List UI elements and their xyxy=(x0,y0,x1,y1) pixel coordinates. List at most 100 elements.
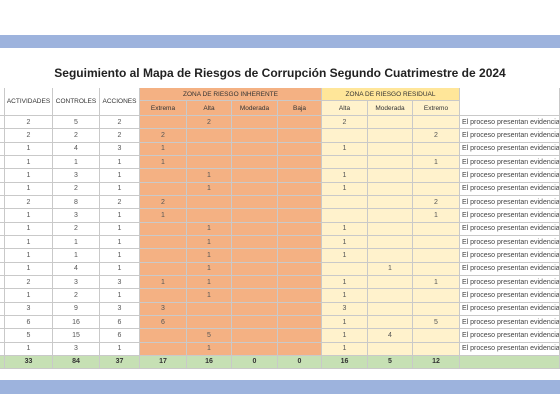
table-cell: 4 xyxy=(53,262,100,276)
table-cell xyxy=(278,275,322,290)
table-cell xyxy=(187,195,232,210)
row-lead xyxy=(0,315,5,330)
table-cell xyxy=(413,142,460,156)
table-cell: 1 xyxy=(187,182,232,196)
table-cell: 1 xyxy=(5,209,53,223)
row-lead xyxy=(0,169,5,183)
table-cell xyxy=(187,155,232,170)
table-cell: 1 xyxy=(5,289,53,303)
header-inherent-level: Moderada xyxy=(232,101,278,116)
header-actions: ACCIONES xyxy=(100,88,140,116)
total-cell: 5 xyxy=(368,355,413,369)
table-cell: 2 xyxy=(53,222,100,236)
row-lead xyxy=(0,116,5,130)
table-cell: 1 xyxy=(322,249,368,263)
table-cell: 1 xyxy=(100,249,140,263)
row-note: El proceso presentan evidencia xyxy=(460,222,560,236)
table-cell xyxy=(140,182,187,196)
table-cell: 2 xyxy=(140,195,187,210)
row-note: El proceso presentan evidencia xyxy=(460,209,560,223)
row-lead xyxy=(0,129,5,143)
table-cell: 2 xyxy=(187,116,232,130)
row-note: El proceso presentan evidencia xyxy=(460,315,560,330)
row-note: El proceso presentan evidencia xyxy=(460,169,560,183)
total-cell: 0 xyxy=(232,355,278,369)
table-cell: 1 xyxy=(100,222,140,236)
table-cell xyxy=(368,182,413,196)
table-cell xyxy=(232,169,278,183)
table-cell xyxy=(232,222,278,236)
total-note xyxy=(460,355,560,369)
header-inherent-level: Alta xyxy=(187,101,232,116)
table-cell xyxy=(278,235,322,250)
table-cell: 3 xyxy=(53,275,100,290)
header-activities: ACTIVIDADES xyxy=(5,88,53,116)
table-cell: 1 xyxy=(322,182,368,196)
total-cell: 12 xyxy=(413,355,460,369)
table-cell: 4 xyxy=(368,329,413,343)
table-cell xyxy=(232,329,278,343)
table-cell: 2 xyxy=(100,129,140,143)
total-cell: 84 xyxy=(53,355,100,369)
table-cell xyxy=(368,169,413,183)
table-cell: 4 xyxy=(53,142,100,156)
table-cell xyxy=(187,209,232,223)
table-cell xyxy=(322,129,368,143)
table-cell: 2 xyxy=(5,275,53,290)
table-cell xyxy=(232,129,278,143)
table-cell xyxy=(278,169,322,183)
table-cell xyxy=(368,155,413,170)
table-cell: 1 xyxy=(322,275,368,290)
table-cell: 3 xyxy=(322,302,368,316)
table-cell: 1 xyxy=(100,182,140,196)
table-cell xyxy=(413,342,460,356)
table-cell: 2 xyxy=(100,116,140,130)
table-cell xyxy=(368,142,413,156)
table-cell xyxy=(232,249,278,263)
table-cell: 2 xyxy=(53,289,100,303)
table-cell: 1 xyxy=(53,249,100,263)
row-lead xyxy=(0,329,5,343)
table-cell xyxy=(278,262,322,276)
table-cell: 2 xyxy=(53,129,100,143)
table-cell: 8 xyxy=(53,195,100,210)
table-cell: 3 xyxy=(5,302,53,316)
table-cell: 2 xyxy=(413,129,460,143)
row-lead xyxy=(0,235,5,250)
table-cell xyxy=(140,235,187,250)
total-cell: 16 xyxy=(187,355,232,369)
table-cell: 1 xyxy=(5,235,53,250)
table-cell xyxy=(140,329,187,343)
table-cell: 5 xyxy=(5,329,53,343)
total-cell: 33 xyxy=(5,355,53,369)
table-cell xyxy=(232,182,278,196)
top-band xyxy=(0,35,560,48)
total-cell: 37 xyxy=(100,355,140,369)
header-residual: ZONA DE RIESGO RESIDUAL xyxy=(322,88,460,101)
table-cell: 2 xyxy=(5,195,53,210)
table-cell xyxy=(140,289,187,303)
header-blank xyxy=(0,88,5,116)
table-cell xyxy=(368,209,413,223)
table-cell xyxy=(278,142,322,156)
table-cell xyxy=(278,182,322,196)
total-cell: 16 xyxy=(322,355,368,369)
table-cell xyxy=(322,209,368,223)
table-cell: 2 xyxy=(322,116,368,130)
table-cell: 1 xyxy=(100,289,140,303)
table-cell: 1 xyxy=(100,155,140,170)
row-lead xyxy=(0,142,5,156)
table-cell: 3 xyxy=(53,209,100,223)
row-note: El proceso presentan evidencia xyxy=(460,302,560,316)
table-cell: 1 xyxy=(140,275,187,290)
table-cell: 1 xyxy=(413,209,460,223)
row-lead xyxy=(0,155,5,170)
row-lead xyxy=(0,209,5,223)
header-inherent: ZONA DE RIESGO INHERENTE xyxy=(140,88,322,101)
table-cell xyxy=(368,342,413,356)
table-cell xyxy=(140,262,187,276)
row-lead xyxy=(0,302,5,316)
table-cell: 1 xyxy=(413,155,460,170)
table-cell xyxy=(322,262,368,276)
table-cell: 2 xyxy=(140,129,187,143)
